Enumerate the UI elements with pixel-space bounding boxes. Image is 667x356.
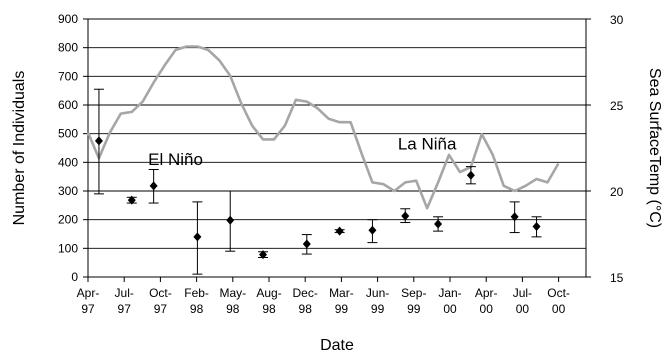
x-tick-label: May- — [219, 286, 246, 300]
x-tick-label: 97 — [154, 302, 168, 316]
x-tick-label: 00 — [552, 302, 566, 316]
data-point-marker — [368, 225, 377, 235]
x-tick-label: 98 — [226, 302, 240, 316]
annotation-label: El Niño — [148, 150, 203, 169]
data-point-marker — [401, 211, 410, 221]
x-tick-label: 98 — [190, 302, 204, 316]
y2-tick-label: 25 — [610, 99, 624, 113]
y-tick-label: 300 — [58, 184, 78, 198]
x-tick-label: 98 — [262, 302, 276, 316]
data-point-marker — [94, 136, 103, 146]
y-tick-label: 100 — [58, 241, 78, 255]
data-point-marker — [335, 226, 344, 236]
y2-axis-title: Sea SurfaceTemp (°C) — [646, 68, 663, 228]
y-tick-label: 600 — [58, 98, 78, 112]
x-tick-label: Oct- — [547, 286, 570, 300]
y-tick-label: 500 — [58, 127, 78, 141]
x-tick-label: 99 — [371, 302, 385, 316]
temperature-line — [86, 45, 560, 210]
x-tick-label: Oct- — [149, 286, 172, 300]
x-tick-label: Apr- — [475, 286, 498, 300]
x-tick-label: Jul- — [115, 286, 134, 300]
data-point-marker — [434, 219, 443, 229]
y-tick-label: 200 — [58, 213, 78, 227]
x-tick-label: 99 — [335, 302, 349, 316]
x-tick-label: 99 — [407, 302, 421, 316]
y-tick-label: 0 — [71, 270, 78, 284]
data-point-marker — [510, 212, 519, 222]
x-tick-label: Sep- — [401, 286, 426, 300]
y-tick-label: 800 — [58, 41, 78, 55]
y2-tick-label: 30 — [610, 13, 624, 27]
axes — [83, 18, 591, 282]
data-point-marker — [149, 181, 158, 191]
data-point-marker — [226, 215, 235, 225]
data-point-marker — [259, 250, 268, 260]
x-tick-label: 00 — [443, 302, 457, 316]
x-tick-label: Feb- — [184, 286, 209, 300]
x-tick-label: 97 — [81, 302, 95, 316]
y-axis-title: Number of Individuals — [11, 71, 28, 226]
y2-tick-label: 20 — [610, 185, 624, 199]
y-tick-label: 400 — [58, 155, 78, 169]
gridlines — [88, 18, 586, 249]
x-tick-label: 00 — [480, 302, 494, 316]
x-axis-title: Date — [320, 337, 354, 354]
data-point-marker — [193, 232, 202, 242]
annotation-label: La Niña — [398, 135, 457, 154]
x-tick-label: 98 — [299, 302, 313, 316]
x-tick-label: Jun- — [366, 286, 389, 300]
temperature-series — [86, 45, 560, 210]
data-point-marker — [302, 239, 311, 249]
individuals-series — [93, 88, 542, 275]
x-tick-label: 00 — [516, 302, 530, 316]
y-tick-label: 900 — [58, 12, 78, 26]
x-tick-label: Apr- — [77, 286, 100, 300]
data-point-marker — [532, 222, 541, 232]
data-point-marker — [127, 195, 136, 205]
y-tick-label: 700 — [58, 69, 78, 83]
chart-labels: 0 100 200 300 400 500 600 700 800 900 15 20 25 30 Apr-… — [11, 12, 663, 354]
x-tick-label: Dec- — [293, 286, 318, 300]
x-tick-label: Aug- — [256, 286, 281, 300]
y2-tick-label: 15 — [610, 271, 624, 285]
x-tick-label: Mar- — [329, 286, 354, 300]
data-point-marker — [466, 170, 475, 180]
x-tick-label: 97 — [118, 302, 132, 316]
x-tick-label: Jul- — [513, 286, 532, 300]
x-tick-label: Jan- — [438, 286, 461, 300]
